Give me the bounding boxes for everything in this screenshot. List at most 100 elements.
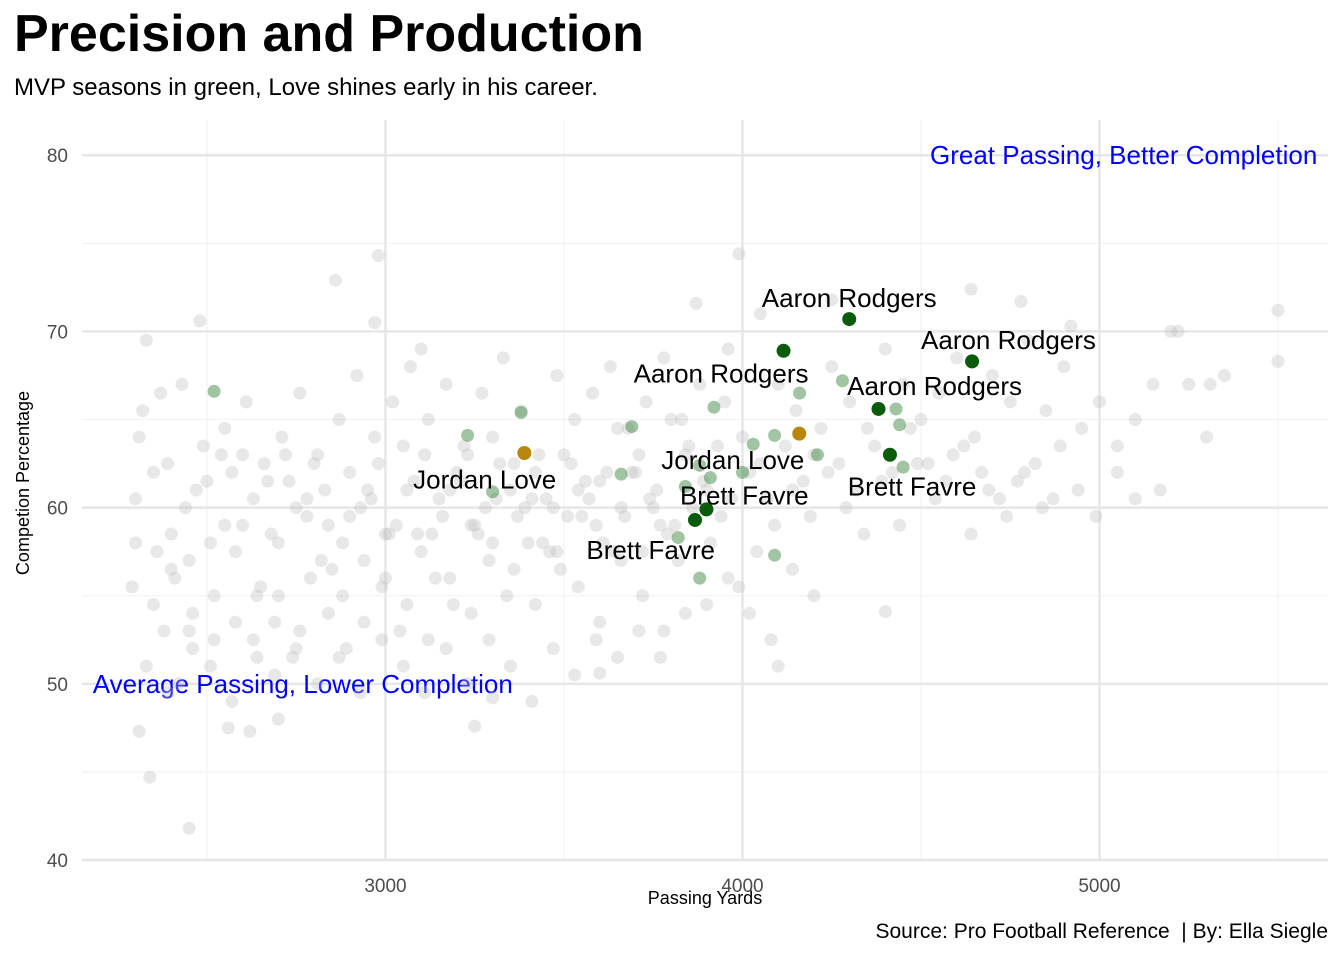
qb-season-point [750,545,764,559]
qb-season-point [443,483,457,497]
qb-season-point [132,430,146,444]
qb-season-point [957,439,971,453]
qb-season-point [453,474,467,488]
packers-season-point [889,402,903,416]
qb-season-point [1000,509,1014,523]
packers-season-point [893,418,907,432]
qb-season-point [396,439,410,453]
qb-season-point [250,589,264,603]
qb-season-point [1003,395,1017,409]
qb-season-point [993,492,1007,506]
qb-season-point [546,642,560,656]
qb-season-point [843,395,857,409]
qb-season-point [236,518,250,532]
qb-season-point [200,474,214,488]
qb-season-point [225,694,239,708]
qb-season-point [743,465,757,479]
qb-season-point [268,668,282,682]
qb-season-point [611,650,625,664]
qb-season-point [639,395,653,409]
qb-season-point [653,650,667,664]
qb-season-point [279,448,293,462]
qb-season-point [893,518,907,532]
qb-season-point [168,571,182,585]
qb-season-point [132,724,146,738]
qb-season-point [157,624,171,638]
qb-season-point [353,686,367,700]
qb-season-point [1046,492,1060,506]
qb-season-point [207,633,221,647]
qb-season-point [414,545,428,559]
qb-season-point [614,553,628,567]
qb-season-point [636,589,650,603]
qb-season-point [1110,439,1124,453]
qb-season-point [378,571,392,585]
qb-season-point [229,615,243,629]
qb-season-point [339,642,353,656]
qb-season-point [421,413,435,427]
qb-season-point [336,536,350,550]
qb-season-point [611,421,625,435]
qb-season-point [514,404,528,418]
qb-season-point [600,465,614,479]
qb-season-point [868,439,882,453]
packers-season-point [768,428,782,442]
qb-season-point [246,492,260,506]
qb-season-point [678,606,692,620]
qb-season-point [186,606,200,620]
qb-season-point [303,571,317,585]
qb-season-point [375,633,389,647]
qb-season-point [582,492,596,506]
qb-season-point [186,642,200,656]
qb-season-point [657,351,671,365]
chart-title: Precision and Production [14,5,644,63]
qb-season-point [1271,303,1285,317]
qb-season-point [1035,501,1049,515]
point-labels: Aaron Rodgers Aaron Rodgers Aaron Rodgers A… [413,283,1096,565]
qb-season-point [914,413,928,427]
qb-season-point [496,351,510,365]
qb-season-point [525,694,539,708]
qb-season-point [814,421,828,435]
qb-season-point [361,483,375,497]
qb-season-point [175,377,189,391]
qb-season-point [182,624,196,638]
qb-season-point [214,448,228,462]
qb-season-point [928,492,942,506]
packers-season-point [207,384,221,398]
chart-subtitle: MVP seasons in green, Love shines early … [14,74,598,101]
y-tick-label: 50 [47,675,68,696]
qb-season-point [550,368,564,382]
qb-season-point [618,509,632,523]
qb-season-point [589,518,603,532]
qb-season-point [678,448,692,462]
qb-season-point [257,457,271,471]
qb-season-point [239,395,253,409]
qb-season-point [700,483,714,497]
qb-season-point [236,448,250,462]
qb-season-point [825,293,839,307]
qb-season-point [764,633,778,647]
qb-season-point [664,413,678,427]
qb-season-point [318,483,332,497]
qb-season-point [300,509,314,523]
qb-season-point [518,501,532,515]
qb-season-point [357,553,371,567]
qb-season-point [293,624,307,638]
qb-season-point [932,386,946,400]
qb-season-point [553,562,567,576]
packers-season-point [735,465,749,479]
qb-season-point [760,492,774,506]
qb-season-point [1028,457,1042,471]
y-tick-label: 80 [47,146,68,167]
qb-season-point [393,624,407,638]
qb-season-point [293,386,307,400]
packers-season-point [793,386,807,400]
qb-season-point [860,421,874,435]
qb-season-point [146,598,160,612]
player-label: Jordan Love [661,445,804,475]
qb-season-point [903,421,917,435]
x-tick-label: 5000 [1078,876,1120,897]
jordan-love-point [517,446,532,460]
qb-season-point [718,395,732,409]
